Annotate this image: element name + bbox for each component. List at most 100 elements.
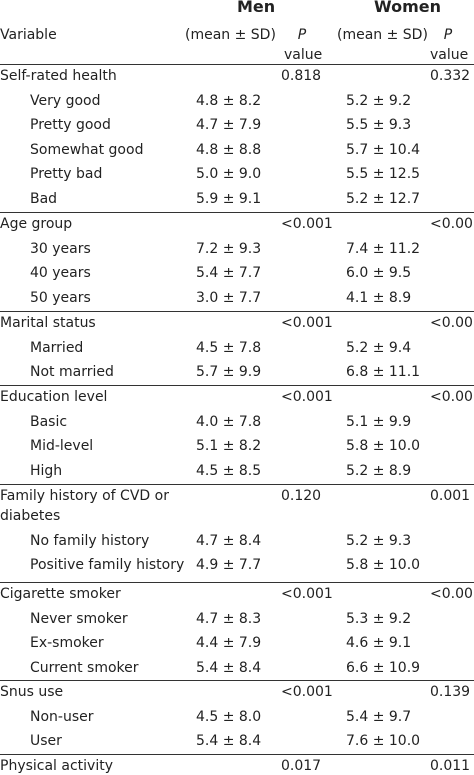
women-mean-sd: 7.6 ± 10.0 — [346, 733, 421, 750]
section-divider — [0, 484, 474, 485]
men-mean-sd: 5.1 ± 8.2 — [196, 438, 262, 455]
women-p-value: 0.001 — [430, 488, 471, 504]
women-mean-sd: 5.4 ± 9.7 — [346, 708, 412, 725]
men-p-value: 0.017 — [281, 758, 322, 774]
row-label-sub: No family history — [30, 532, 150, 549]
men-mean-sd: 5.4 ± 7.7 — [196, 265, 262, 282]
women-mean-sd: 7.4 ± 11.2 — [346, 240, 421, 257]
women-mean-sd: 4.6 ± 9.1 — [346, 635, 412, 652]
men-p-value: <0.001 — [281, 389, 333, 405]
row-label-sub: 40 years — [30, 265, 91, 282]
men-p-value: 0.818 — [281, 68, 322, 84]
women-mean-sd: 5.5 ± 9.3 — [346, 117, 412, 134]
row-label-sub: 30 years — [30, 240, 91, 257]
row-label-sub: Somewhat good — [30, 141, 144, 158]
header-mean-sd-women: (mean ± SD) — [337, 27, 428, 43]
women-mean-sd: 5.2 ± 8.9 — [346, 462, 412, 479]
row-label-sub: Basic — [30, 413, 68, 430]
row-label-sub: 50 years — [30, 289, 91, 306]
women-mean-sd: 6.0 ± 9.5 — [346, 265, 412, 282]
women-p-value: <0.001 — [430, 389, 474, 405]
header-men: Men — [237, 0, 276, 16]
row-label-group-cont: diabetes — [0, 508, 61, 524]
women-mean-sd: 6.6 ± 10.9 — [346, 659, 421, 676]
section-divider — [0, 754, 474, 755]
women-mean-sd: 6.8 ± 11.1 — [346, 364, 421, 381]
row-label-sub: Bad — [30, 191, 58, 207]
row-label-sub: Pretty good — [30, 117, 111, 134]
women-mean-sd: 5.2 ± 9.3 — [346, 532, 412, 549]
women-p-value: <0.001 — [430, 216, 474, 232]
men-p-value: 0.120 — [281, 488, 322, 504]
women-mean-sd: 5.5 ± 12.5 — [346, 166, 421, 183]
section-divider — [0, 64, 474, 65]
men-mean-sd: 4.0 ± 7.8 — [196, 413, 262, 430]
section-divider — [0, 212, 474, 213]
women-p-value: 0.139 — [430, 684, 471, 700]
women-p-value: <0.001 — [430, 315, 474, 331]
women-mean-sd: 4.1 ± 8.9 — [346, 289, 412, 306]
header-p-value-women: P value — [430, 25, 469, 65]
women-mean-sd: 5.7 ± 10.4 — [346, 141, 421, 158]
header-p-word: value — [284, 47, 323, 63]
row-label-sub: User — [30, 733, 62, 750]
women-mean-sd: 5.1 ± 9.9 — [346, 413, 412, 430]
women-p-value: 0.011 — [430, 758, 471, 774]
row-label-sub: Mid-level — [30, 438, 94, 455]
men-p-value: <0.001 — [281, 586, 333, 602]
row-label-sub: Non-user — [30, 708, 94, 725]
men-mean-sd: 4.7 ± 8.3 — [196, 610, 262, 627]
row-label-group: Snus use — [0, 684, 64, 700]
men-mean-sd: 4.4 ± 7.9 — [196, 635, 262, 652]
section-divider — [0, 582, 474, 583]
row-label-group: Age group — [0, 216, 73, 232]
header-p-italic: P — [443, 27, 453, 43]
header-p-italic: P — [297, 27, 307, 43]
men-mean-sd: 3.0 ± 7.7 — [196, 289, 262, 306]
women-mean-sd: 5.8 ± 10.0 — [346, 557, 421, 574]
section-divider — [0, 311, 474, 312]
men-mean-sd: 4.8 ± 8.2 — [196, 92, 262, 109]
header-variable: Variable — [0, 27, 57, 43]
header-p-word: value — [430, 47, 469, 63]
section-divider — [0, 385, 474, 386]
row-label-sub: Current smoker — [30, 659, 139, 676]
row-label-group: Marital status — [0, 315, 96, 331]
men-mean-sd: 5.9 ± 9.1 — [196, 191, 262, 207]
men-mean-sd: 5.0 ± 9.0 — [196, 166, 262, 183]
header-p-value-men: P value — [284, 25, 323, 65]
men-mean-sd: 5.4 ± 8.4 — [196, 659, 262, 676]
men-mean-sd: 4.5 ± 8.0 — [196, 708, 262, 725]
men-mean-sd: 4.7 ± 8.4 — [196, 532, 262, 549]
men-mean-sd: 7.2 ± 9.3 — [196, 240, 262, 257]
row-label-group: Physical activity — [0, 758, 114, 774]
women-mean-sd: 5.2 ± 9.2 — [346, 92, 412, 109]
row-label-sub: Married — [30, 339, 84, 356]
men-mean-sd: 4.8 ± 8.8 — [196, 141, 262, 158]
women-mean-sd: 5.3 ± 9.2 — [346, 610, 412, 627]
row-label-sub: Positive family history — [30, 557, 185, 574]
women-p-value: <0.001 — [430, 586, 474, 602]
row-label-group: Family history of CVD or — [0, 488, 169, 504]
row-label-group: Self-rated health — [0, 68, 117, 84]
men-p-value: <0.001 — [281, 684, 333, 700]
row-label-sub: Very good — [30, 92, 101, 109]
row-label-group: Education level — [0, 389, 108, 405]
women-mean-sd: 5.2 ± 12.7 — [346, 191, 421, 207]
men-p-value: <0.001 — [281, 216, 333, 232]
women-mean-sd: 5.2 ± 9.4 — [346, 339, 412, 356]
row-label-sub: Pretty bad — [30, 166, 103, 183]
men-mean-sd: 4.5 ± 8.5 — [196, 462, 262, 479]
women-mean-sd: 5.8 ± 10.0 — [346, 438, 421, 455]
row-label-sub: Not married — [30, 364, 114, 381]
men-mean-sd: 5.7 ± 9.9 — [196, 364, 262, 381]
row-label-sub: Ex-smoker — [30, 635, 104, 652]
row-label-sub: High — [30, 462, 63, 479]
men-mean-sd: 4.9 ± 7.7 — [196, 557, 262, 574]
header-mean-sd-men: (mean ± SD) — [185, 27, 276, 43]
section-divider — [0, 680, 474, 681]
row-label-sub: Never smoker — [30, 610, 128, 627]
women-p-value: 0.332 — [430, 68, 471, 84]
header-women: Women — [374, 0, 441, 16]
